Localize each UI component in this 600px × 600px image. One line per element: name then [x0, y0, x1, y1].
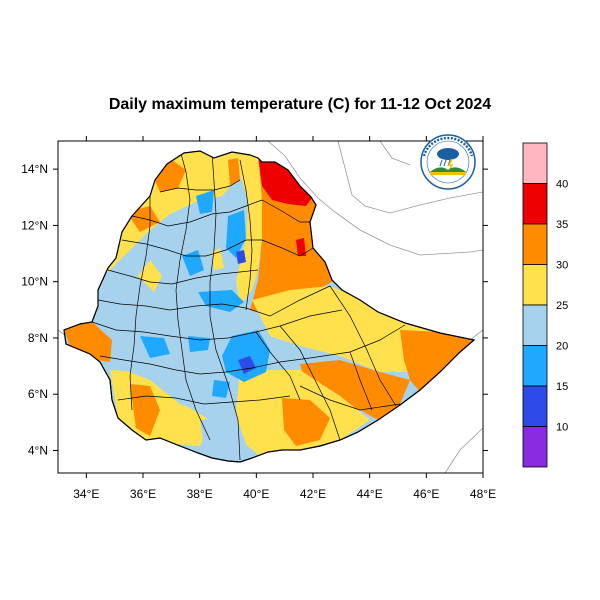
legend-label: 10	[556, 422, 568, 434]
x-tick-label: 40°E	[243, 487, 269, 501]
y-tick-label: 8°N	[28, 331, 48, 345]
x-tick-label: 44°E	[357, 487, 383, 501]
x-tick-label: 42°E	[300, 487, 326, 501]
legend-swatch	[522, 304, 548, 346]
y-tick-label: 12°N	[21, 218, 48, 232]
y-tick-label: 4°N	[28, 443, 48, 457]
map-title: Daily maximum temperature (C) for 11-12 …	[108, 96, 492, 113]
neighbour-borders	[58, 141, 483, 473]
legend-swatch	[522, 345, 548, 387]
temperature-shading	[64, 151, 474, 458]
legend-label: 30	[556, 260, 568, 272]
plot-frame	[57, 140, 484, 474]
x-tick-label: 48°E	[470, 487, 496, 501]
legend-swatch	[522, 142, 548, 184]
legend-label: 40	[556, 179, 568, 191]
y-tick-label: 10°N	[21, 275, 48, 289]
x-tick-label: 36°E	[130, 487, 156, 501]
x-tick-label: 34°E	[73, 487, 99, 501]
legend-swatch	[522, 183, 548, 225]
y-tick-label: 14°N	[21, 162, 48, 176]
x-axis: 34°E 36°E 38°E 40°E 42°E 44°E 46°E 48°E	[73, 136, 496, 501]
legend-label: 35	[556, 219, 568, 231]
x-tick-label: 38°E	[187, 487, 213, 501]
legend-swatch	[522, 223, 548, 265]
ethiopia-outline	[63, 150, 476, 463]
legend-label: 20	[556, 341, 568, 353]
meteorology-agency-logo	[420, 134, 476, 190]
legend-label: 15	[556, 381, 568, 393]
legend-swatch	[522, 426, 548, 468]
y-tick-label: 6°N	[28, 387, 48, 401]
y-axis: 14°N 12°N 10°N 8°N 6°N 4°N	[21, 162, 488, 457]
legend-label: 25	[556, 300, 568, 312]
legend-swatch	[522, 385, 548, 427]
admin-boundaries	[91, 151, 406, 461]
color-legend: 40 35 30 25 20 15 10	[522, 142, 568, 468]
legend-swatch	[522, 264, 548, 306]
x-tick-label: 46°E	[413, 487, 439, 501]
